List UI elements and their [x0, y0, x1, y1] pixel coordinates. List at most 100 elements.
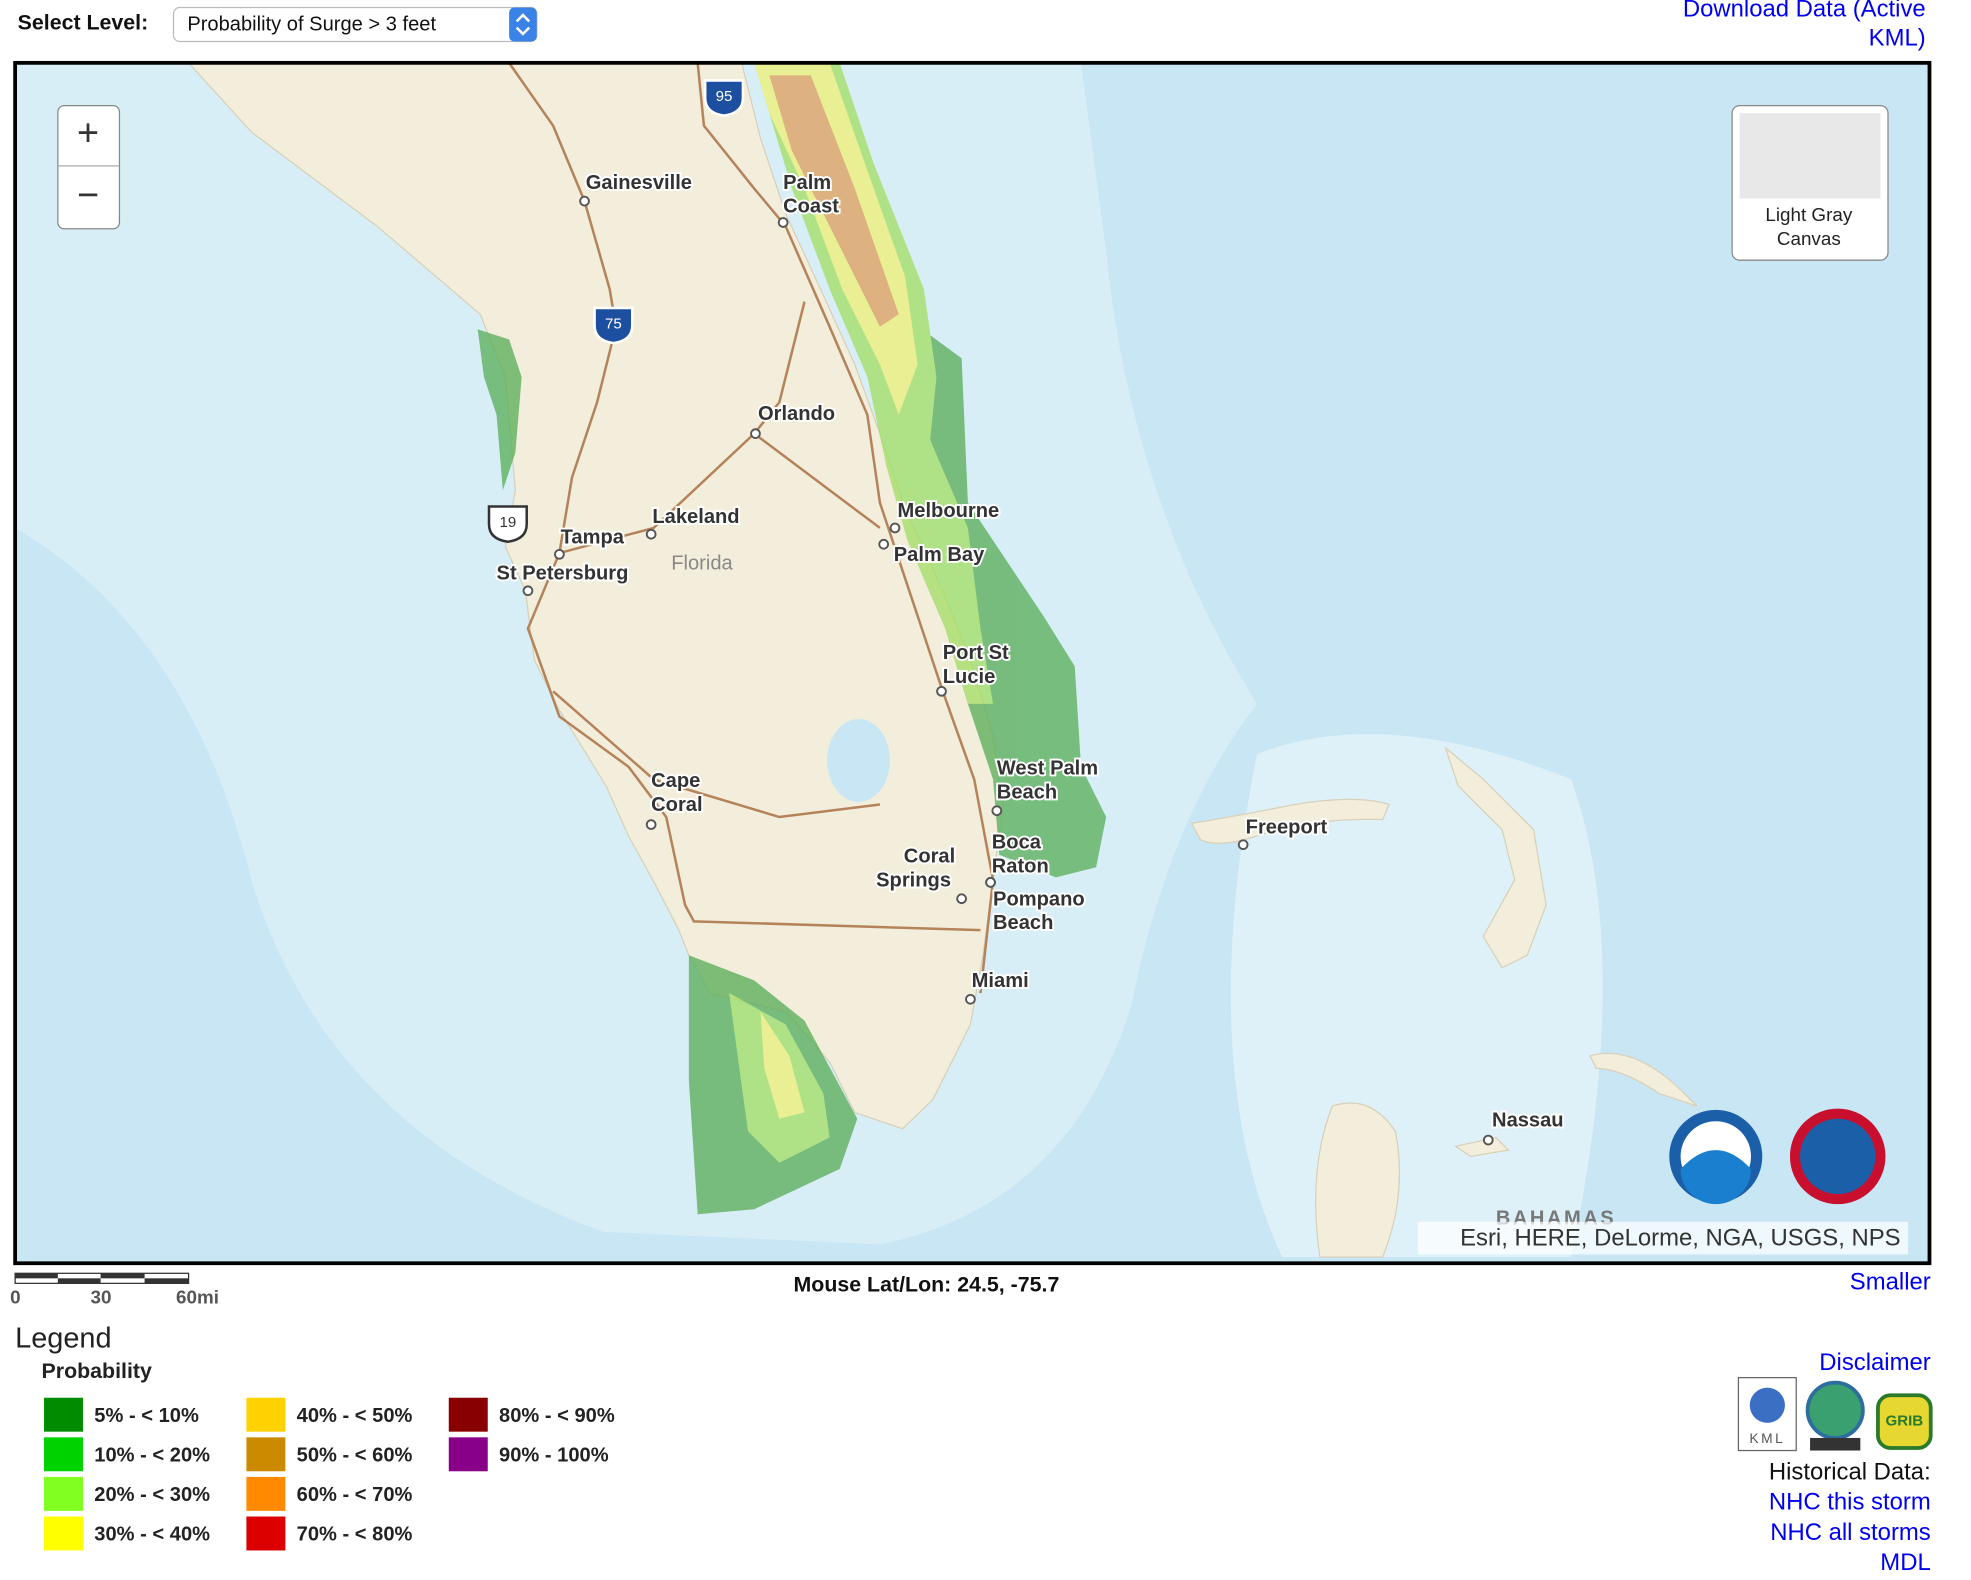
legend-label: 10% - < 20% — [94, 1445, 210, 1467]
region-label: Florida — [671, 553, 733, 575]
place-dot — [991, 805, 1003, 817]
legend-label: 60% - < 70% — [297, 1484, 413, 1506]
grib-icon-label: GRIB — [1885, 1413, 1923, 1430]
kml-icon-label: KML — [1749, 1430, 1785, 1446]
place-label: Pompano — [993, 888, 1085, 910]
place-label: Boca — [992, 832, 1042, 854]
legend-swatch — [44, 1397, 84, 1432]
road-shield-label: 19 — [499, 514, 516, 531]
place-label: St Petersburg — [497, 563, 629, 585]
scale-seg — [57, 1278, 101, 1284]
zoom-box — [57, 104, 121, 230]
legend-swatch — [246, 1397, 286, 1432]
level-select[interactable]: Probability of Surge > 3 feet — [172, 6, 538, 43]
map-border — [13, 60, 1932, 1266]
place-dot — [985, 877, 996, 888]
zoom-out[interactable]: − — [77, 173, 99, 215]
scale-label: 60mi — [176, 1286, 219, 1307]
legend-swatch — [448, 1437, 488, 1472]
place-dot — [579, 195, 590, 207]
basemap-thumb — [1739, 113, 1881, 199]
place-label: Raton — [992, 856, 1049, 878]
map[interactable]: Florida BAHAMAS Gainesville PalmCoastOrla… — [15, 62, 1930, 1264]
place-label: Beach — [997, 781, 1057, 803]
place-dot — [645, 819, 657, 830]
legend-swatch — [448, 1397, 488, 1432]
place-dot — [936, 685, 947, 697]
place-label: Orlando — [758, 403, 835, 425]
legend-title: Legend — [15, 1323, 111, 1355]
eleuthera — [1589, 1052, 1698, 1107]
mdl-link[interactable]: MDL — [1880, 1549, 1930, 1576]
download-link[interactable]: Download Data (Active — [1683, 0, 1926, 22]
esri-globe — [1805, 1380, 1865, 1440]
scale-seg — [15, 1273, 58, 1279]
bank — [1230, 734, 1603, 1257]
noaa-logo-wave — [1680, 1150, 1751, 1205]
place-label: Coast — [783, 196, 839, 218]
smaller-link[interactable]: Smaller — [1850, 1269, 1931, 1296]
legend-label: 5% - < 10% — [94, 1405, 199, 1427]
attribution-bg — [1417, 1221, 1909, 1255]
kml-icon[interactable]: KML — [1737, 1377, 1797, 1452]
scale-seg — [100, 1273, 145, 1279]
legend-swatch — [246, 1437, 286, 1472]
place-label: Cape — [651, 770, 700, 792]
select-label: Select Level: — [18, 11, 149, 35]
place-label: Melbourne — [898, 500, 1000, 522]
legend-swatch — [44, 1437, 84, 1472]
kml-icon-globe — [1749, 1387, 1785, 1423]
place-label: Palm — [783, 172, 831, 194]
scale-label: 30 — [91, 1286, 112, 1307]
disclaimer-link[interactable]: Disclaimer — [1819, 1349, 1930, 1376]
select-value[interactable]: Probability of Surge > 3 feet — [187, 13, 436, 35]
place-label: Lucie — [943, 666, 996, 688]
road-shield — [593, 306, 634, 345]
zoom-in[interactable]: + — [77, 112, 99, 154]
place-dot — [956, 893, 967, 905]
legend-swatch — [246, 1516, 286, 1551]
legend: 5% - < 10% 10% - < 20% 20% - < 30% 30% - < … — [44, 1397, 615, 1551]
road-shield — [487, 505, 528, 544]
nws-logo-inner — [1800, 1118, 1876, 1195]
scale-seg — [144, 1278, 189, 1284]
grib-drum — [1876, 1393, 1933, 1450]
place-label: Gainesville — [586, 172, 692, 194]
basemap-label: Canvas — [1777, 228, 1841, 249]
nhc-this-storm-link[interactable]: NHC this storm — [1769, 1489, 1931, 1516]
legend-label: 70% - < 80% — [297, 1524, 413, 1546]
basemap-toggle[interactable]: Light Gray Canvas — [1731, 104, 1889, 261]
road-shield — [703, 79, 745, 117]
place-label: Freeport — [1246, 817, 1328, 839]
scale-label: 0 — [10, 1286, 20, 1307]
place-dot — [965, 993, 976, 1005]
place-dot — [878, 538, 890, 550]
surge-areas — [477, 62, 1107, 1215]
place-dot — [645, 528, 657, 540]
place-dot — [1237, 839, 1249, 851]
select-arrow-box[interactable] — [509, 7, 537, 42]
place-dot — [777, 217, 789, 228]
place-label: Nassau — [1492, 1110, 1564, 1132]
legend-label: 80% - < 90% — [499, 1405, 615, 1427]
esri-icon[interactable] — [1805, 1380, 1865, 1451]
zoom-control[interactable]: + − — [57, 104, 121, 230]
road-shield-label: 95 — [716, 88, 733, 105]
andros — [1315, 1102, 1401, 1258]
download-link[interactable]: KML) — [1869, 24, 1926, 51]
place-label: Palm Bay — [894, 544, 985, 566]
place-dot — [889, 522, 901, 534]
nhc-all-storms-link[interactable]: NHC all storms — [1770, 1519, 1931, 1546]
grib-icon[interactable]: GRIB — [1876, 1393, 1933, 1450]
legend-label: 30% - < 40% — [94, 1524, 210, 1546]
legend-label: 50% - < 60% — [297, 1445, 413, 1467]
lake-okeechobee — [827, 718, 890, 802]
mouse-position: Mouse Lat/Lon: 24.5, -75.7 — [793, 1273, 1059, 1297]
place-label: Lakeland — [652, 506, 739, 528]
esri-base — [1810, 1437, 1861, 1451]
legend-swatch — [44, 1476, 84, 1511]
legend-label: 20% - < 30% — [94, 1484, 210, 1506]
place-dot — [554, 548, 565, 560]
